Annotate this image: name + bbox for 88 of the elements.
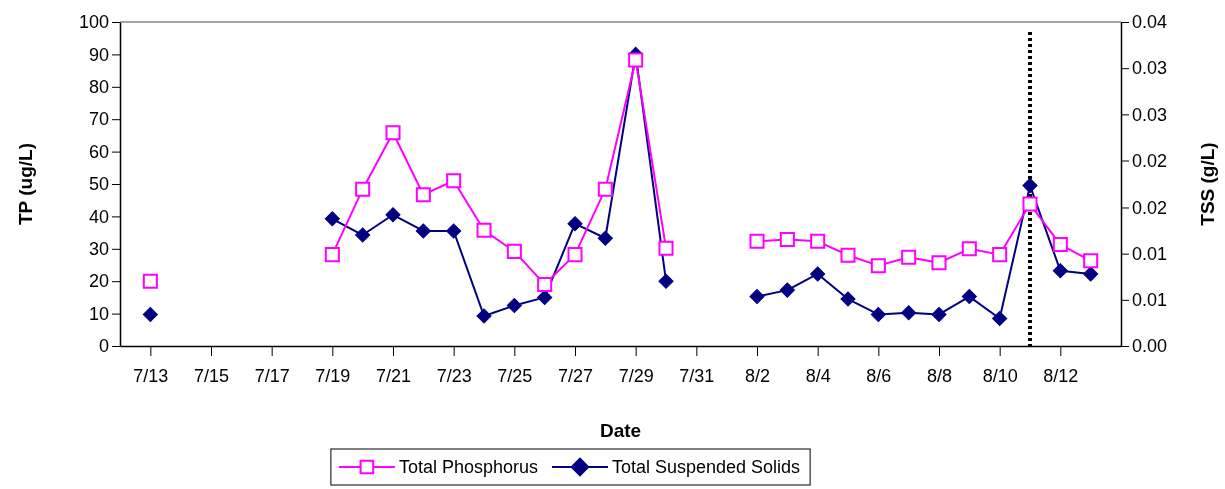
point [961, 241, 977, 257]
point [142, 273, 158, 289]
y-tick-label: 40 [88, 206, 109, 227]
y-tick-label: 0 [98, 336, 109, 357]
x-tick-label: 8/10 [982, 366, 1018, 387]
y2-tick-label: 0.03 [1132, 58, 1168, 79]
y2-tick-label: 0.03 [1132, 104, 1168, 125]
point [749, 289, 765, 305]
point [992, 310, 1008, 327]
point [567, 216, 583, 232]
y-tick-label: 60 [88, 141, 109, 162]
y2-tick-label: 0.02 [1132, 197, 1168, 218]
x-tick-label: 7/19 [315, 366, 351, 387]
point [1052, 237, 1068, 253]
point [385, 125, 401, 141]
point [840, 247, 856, 263]
point [992, 247, 1008, 263]
point [597, 230, 613, 246]
point [901, 305, 917, 321]
x-tick-label: 7/29 [618, 366, 654, 387]
point [597, 181, 613, 197]
y2-tick-label: 0.01 [1132, 290, 1168, 311]
x-tick-label: 7/25 [497, 366, 533, 387]
point [810, 233, 826, 249]
point [810, 266, 826, 282]
x-tick-label: 7/15 [193, 366, 230, 387]
x-tick-label: 8/8 [926, 366, 953, 387]
y2-tick-label: 0.00 [1132, 336, 1168, 357]
point [415, 223, 431, 239]
point [355, 227, 371, 243]
point [961, 289, 977, 305]
point [870, 258, 886, 274]
y-tick-label: 10 [88, 303, 109, 324]
point [415, 187, 431, 203]
x-tick-label: 8/12 [1043, 366, 1079, 387]
y2-tick-label: 0.02 [1132, 150, 1168, 171]
x-tick-label: 7/21 [375, 366, 412, 387]
point [1022, 196, 1038, 212]
x-tick-label: 7/13 [133, 366, 169, 387]
point [446, 173, 462, 189]
point [658, 273, 674, 289]
point [506, 297, 522, 314]
point [658, 240, 674, 256]
point [1022, 178, 1038, 194]
point [840, 291, 856, 307]
y-tick-label: 20 [88, 271, 109, 292]
point [446, 223, 462, 239]
point [931, 255, 947, 271]
point [385, 207, 401, 223]
y-tick-label: 80 [88, 77, 109, 98]
x-axis-title: Date [599, 420, 642, 441]
y-tick-label: 90 [88, 44, 109, 65]
y2-tick-label: 0.04 [1132, 12, 1168, 33]
y2-axis-title: TSS (g/L) [1197, 142, 1218, 226]
x-tick-label: 7/23 [436, 366, 472, 387]
point [779, 231, 795, 247]
x-tick-label: 7/31 [679, 366, 715, 387]
x-tick-label: 7/27 [557, 366, 594, 387]
point [931, 306, 947, 322]
x-tick-label: 8/4 [805, 366, 831, 387]
point [324, 211, 340, 227]
point [1083, 266, 1099, 282]
point [901, 249, 917, 265]
y-axis-title: TP (ug/L) [15, 143, 36, 225]
point [1052, 263, 1068, 279]
y-tick-label: 70 [88, 109, 109, 130]
point [1083, 253, 1099, 269]
x-tick-label: 8/2 [744, 366, 771, 387]
point [476, 222, 492, 238]
y2-tick-label: 0.01 [1132, 243, 1168, 264]
y-tick-label: 30 [88, 239, 109, 260]
point [324, 247, 340, 263]
point [870, 306, 886, 322]
point [628, 52, 644, 68]
point [779, 282, 795, 298]
y-tick-label: 50 [88, 174, 109, 195]
point [142, 306, 158, 322]
point [537, 276, 553, 292]
legend-label: Total Suspended Solids [611, 457, 801, 477]
point [749, 233, 765, 249]
point [506, 243, 522, 259]
point [567, 247, 583, 263]
point [355, 181, 371, 197]
legend-label: Total Phosphorus [398, 457, 538, 477]
x-tick-label: 7/17 [254, 366, 290, 387]
y-tick-label: 100 [78, 12, 109, 33]
point [476, 308, 492, 324]
x-tick-label: 8/6 [866, 366, 892, 387]
